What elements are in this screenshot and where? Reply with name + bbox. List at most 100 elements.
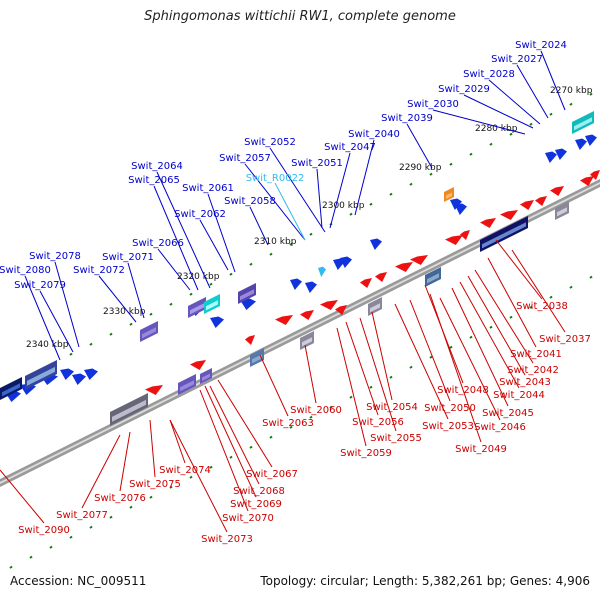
reverse-gene-label: Swit_2077 <box>56 510 108 521</box>
scale-tick <box>89 342 93 346</box>
forward-gene-leader <box>153 185 199 291</box>
forward-gene-leader <box>488 79 541 125</box>
reverse-feature <box>550 186 564 196</box>
forward-block <box>2 383 20 397</box>
scale-tick <box>429 172 433 176</box>
reverse-gene-label: Swit_2037 <box>539 334 591 345</box>
forward-gene-leader <box>316 168 323 229</box>
forward-feature <box>290 278 302 290</box>
forward-gene-leader <box>244 163 306 241</box>
reverse-gene-leader <box>474 269 534 364</box>
reverse-gene-label: Swit_2055 <box>370 433 422 444</box>
reverse-gene-label: Swit_2063 <box>262 418 314 429</box>
forward-gene-leader <box>406 123 433 169</box>
forward-gene-label: Swit_2057 <box>219 153 271 164</box>
scale-tick <box>169 485 173 489</box>
map-title: Sphingomonas wittichii RW1, complete gen… <box>144 9 456 24</box>
forward-feature <box>305 281 317 293</box>
forward-feature <box>60 368 74 380</box>
forward-gene-leader <box>199 219 229 271</box>
forward-gene-leader <box>516 64 549 119</box>
forward-gene-label: Swit_2064 <box>131 161 183 172</box>
reverse-gene-label: Swit_2043 <box>499 377 551 388</box>
forward-gene-label: Swit_2080 <box>0 265 51 276</box>
scale-tick <box>249 445 253 449</box>
forward-feature <box>370 238 382 250</box>
reverse-block <box>427 273 439 284</box>
scale-tick <box>69 535 73 539</box>
reverse-gene-label: Swit_2060 <box>290 405 342 416</box>
reverse-block <box>302 337 312 347</box>
reverse-feature <box>335 305 347 315</box>
rna-feature <box>318 266 326 277</box>
forward-gene-leader <box>432 109 526 135</box>
reverse-feature <box>190 360 206 370</box>
reverse-gene-label: Swit_2053 <box>422 421 474 432</box>
scale-label: 2300 kbp <box>322 201 365 211</box>
reverse-block <box>112 399 146 422</box>
reverse-gene-leader <box>209 385 260 485</box>
forward-feature <box>240 298 256 310</box>
forward-gene-leader <box>354 139 375 216</box>
reverse-feature <box>445 235 463 245</box>
reverse-block <box>557 207 567 217</box>
scale-tick <box>329 405 333 409</box>
forward-gene-label: Swit_2051 <box>291 158 343 169</box>
reverse-gene-leader <box>149 419 156 478</box>
genome-summary: Topology: circular; Length: 5,382,261 bp… <box>260 574 590 588</box>
scale-tick <box>289 425 293 429</box>
scale-label: 2310 kbp <box>254 237 297 247</box>
scale-tick <box>449 162 453 166</box>
scale-tick <box>309 232 313 236</box>
scale-tick <box>589 275 593 279</box>
reverse-feature <box>245 335 255 345</box>
reverse-feature <box>520 200 534 210</box>
reverse-gene-leader <box>467 275 526 376</box>
reverse-block <box>482 222 526 249</box>
forward-gene-label: Swit_2066 <box>132 238 184 249</box>
forward-gene-leader <box>157 248 191 291</box>
reverse-gene-label: Swit_2076 <box>94 493 146 504</box>
forward-gene-label: Swit_2039 <box>381 113 433 124</box>
scale-tick <box>569 102 573 106</box>
reverse-gene-leader <box>217 379 273 468</box>
forward-gene-label: Swit_2047 <box>324 142 376 153</box>
reverse-block <box>180 380 194 392</box>
reverse-gene-leader <box>459 281 520 389</box>
reverse-gene-leader <box>259 354 289 417</box>
forward-gene-label: Swit_2024 <box>515 40 567 51</box>
reverse-gene-label: Swit_2067 <box>246 469 298 480</box>
rna-gene-label: Swit_R0022 <box>246 173 305 184</box>
reverse-feature <box>395 262 413 272</box>
reverse-feature <box>460 230 470 240</box>
scale-tick <box>429 355 433 359</box>
scale-tick <box>49 545 53 549</box>
reverse-feature <box>275 315 293 325</box>
scale-tick <box>449 345 453 349</box>
forward-gene-leader <box>98 275 137 323</box>
forward-gene-label: Swit_2027 <box>491 54 543 65</box>
reverse-feature <box>580 176 594 186</box>
reverse-feature <box>320 300 338 310</box>
forward-block <box>142 327 156 339</box>
scale-tick <box>529 305 533 309</box>
reverse-gene-leader <box>169 419 186 464</box>
reverse-gene-label: Swit_2045 <box>482 408 534 419</box>
topology-label: Topology: circular; <box>260 574 369 588</box>
scale-tick <box>269 252 273 256</box>
genome-backbone-highlight <box>0 182 600 484</box>
scale-tick <box>589 92 593 96</box>
forward-feature <box>84 368 98 380</box>
reverse-block <box>370 303 380 313</box>
rna-gene-leader <box>274 182 306 241</box>
scale-tick <box>89 525 93 529</box>
forward-feature <box>340 256 352 268</box>
forward-gene-label: Swit_2061 <box>182 183 234 194</box>
scale-tick <box>149 312 153 316</box>
reverse-gene-leader <box>451 287 509 407</box>
reverse-gene-label: Swit_2050 <box>424 403 476 414</box>
forward-gene-label: Swit_2030 <box>407 99 459 110</box>
forward-gene-label: Swit_2040 <box>348 129 400 140</box>
reverse-gene-leader <box>345 321 379 416</box>
